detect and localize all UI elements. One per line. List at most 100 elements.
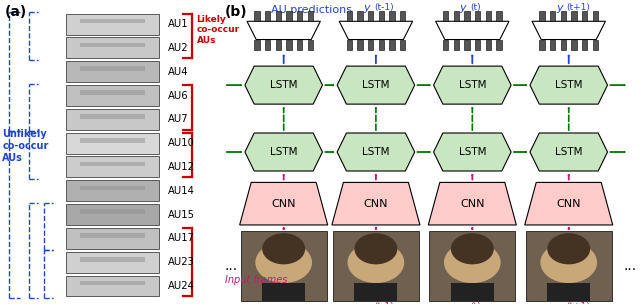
Bar — [368, 11, 373, 21]
Bar — [297, 11, 302, 21]
Bar — [265, 11, 270, 21]
Text: LSTM: LSTM — [555, 147, 582, 157]
Bar — [497, 40, 502, 50]
Circle shape — [444, 242, 500, 283]
Text: $y$: $y$ — [556, 3, 564, 15]
Bar — [80, 67, 145, 71]
Text: $x$: $x$ — [556, 302, 564, 304]
Bar — [308, 11, 313, 21]
Polygon shape — [530, 133, 607, 171]
Polygon shape — [436, 21, 509, 40]
Bar — [582, 40, 588, 50]
Bar — [80, 162, 145, 166]
Bar — [67, 85, 159, 106]
Bar — [429, 231, 515, 301]
Text: Input frames: Input frames — [225, 275, 287, 285]
Bar — [572, 40, 577, 50]
Text: CNN: CNN — [364, 199, 388, 209]
Text: CNN: CNN — [557, 199, 581, 209]
Bar — [308, 40, 313, 50]
Bar — [464, 11, 470, 21]
Bar — [593, 11, 598, 21]
Bar — [443, 40, 448, 50]
Bar — [80, 185, 145, 190]
Text: AU14: AU14 — [168, 186, 195, 196]
Text: LSTM: LSTM — [362, 147, 390, 157]
Bar — [572, 11, 577, 21]
Text: AU predictions: AU predictions — [271, 5, 352, 15]
Polygon shape — [239, 182, 328, 225]
Bar — [241, 231, 326, 301]
Bar — [547, 283, 590, 301]
Text: (t-1): (t-1) — [374, 3, 394, 12]
Bar — [486, 11, 491, 21]
Circle shape — [451, 233, 494, 264]
Polygon shape — [339, 21, 413, 40]
Bar — [357, 40, 363, 50]
Polygon shape — [525, 182, 612, 225]
Text: Unlikely
co-occur
AUs: Unlikely co-occur AUs — [2, 129, 49, 163]
Polygon shape — [332, 182, 420, 225]
Text: LSTM: LSTM — [459, 147, 486, 157]
Bar — [497, 11, 502, 21]
Text: LSTM: LSTM — [270, 147, 298, 157]
Bar — [67, 61, 159, 82]
Text: $y$: $y$ — [459, 3, 468, 15]
Bar — [254, 11, 260, 21]
Text: AU7: AU7 — [168, 114, 188, 124]
Bar — [80, 138, 145, 143]
Circle shape — [255, 242, 312, 283]
Bar — [80, 19, 145, 23]
Circle shape — [547, 233, 590, 264]
Bar — [540, 40, 545, 50]
Text: (a): (a) — [4, 5, 27, 19]
Bar — [550, 40, 556, 50]
Text: AU10: AU10 — [168, 138, 195, 148]
Bar — [67, 37, 159, 58]
Text: CNN: CNN — [271, 199, 296, 209]
Bar — [80, 281, 145, 285]
Bar — [80, 257, 145, 261]
Text: (t-1): (t-1) — [374, 302, 394, 304]
Polygon shape — [433, 66, 511, 104]
Bar — [297, 40, 302, 50]
Bar — [67, 204, 159, 225]
Text: ...: ... — [225, 259, 238, 273]
Bar — [454, 11, 459, 21]
Bar — [355, 283, 397, 301]
Bar — [67, 228, 159, 249]
Bar — [486, 40, 491, 50]
Bar — [80, 209, 145, 214]
Bar — [262, 283, 305, 301]
Bar — [368, 40, 373, 50]
Bar — [254, 40, 260, 50]
Bar — [276, 11, 281, 21]
Bar — [475, 40, 481, 50]
Bar — [80, 114, 145, 119]
Polygon shape — [532, 21, 605, 40]
Bar — [276, 40, 281, 50]
Text: (b): (b) — [225, 5, 248, 19]
Text: Likely
co-occur
AUs: Likely co-occur AUs — [196, 15, 239, 45]
Text: AU4: AU4 — [168, 67, 188, 77]
Bar — [561, 40, 566, 50]
Bar — [265, 40, 270, 50]
Bar — [593, 40, 598, 50]
Bar — [400, 40, 405, 50]
Bar — [582, 11, 588, 21]
Text: AU1: AU1 — [168, 19, 188, 29]
Text: $x$: $x$ — [459, 302, 468, 304]
Bar — [67, 180, 159, 201]
Bar — [80, 43, 145, 47]
Bar — [400, 11, 405, 21]
Bar — [347, 40, 352, 50]
Bar — [347, 11, 352, 21]
Bar — [286, 11, 292, 21]
Bar — [67, 14, 159, 35]
Circle shape — [540, 242, 597, 283]
Text: AU2: AU2 — [168, 43, 188, 53]
Text: (t): (t) — [470, 302, 481, 304]
Bar — [540, 11, 545, 21]
Bar — [526, 231, 612, 301]
Polygon shape — [337, 133, 415, 171]
